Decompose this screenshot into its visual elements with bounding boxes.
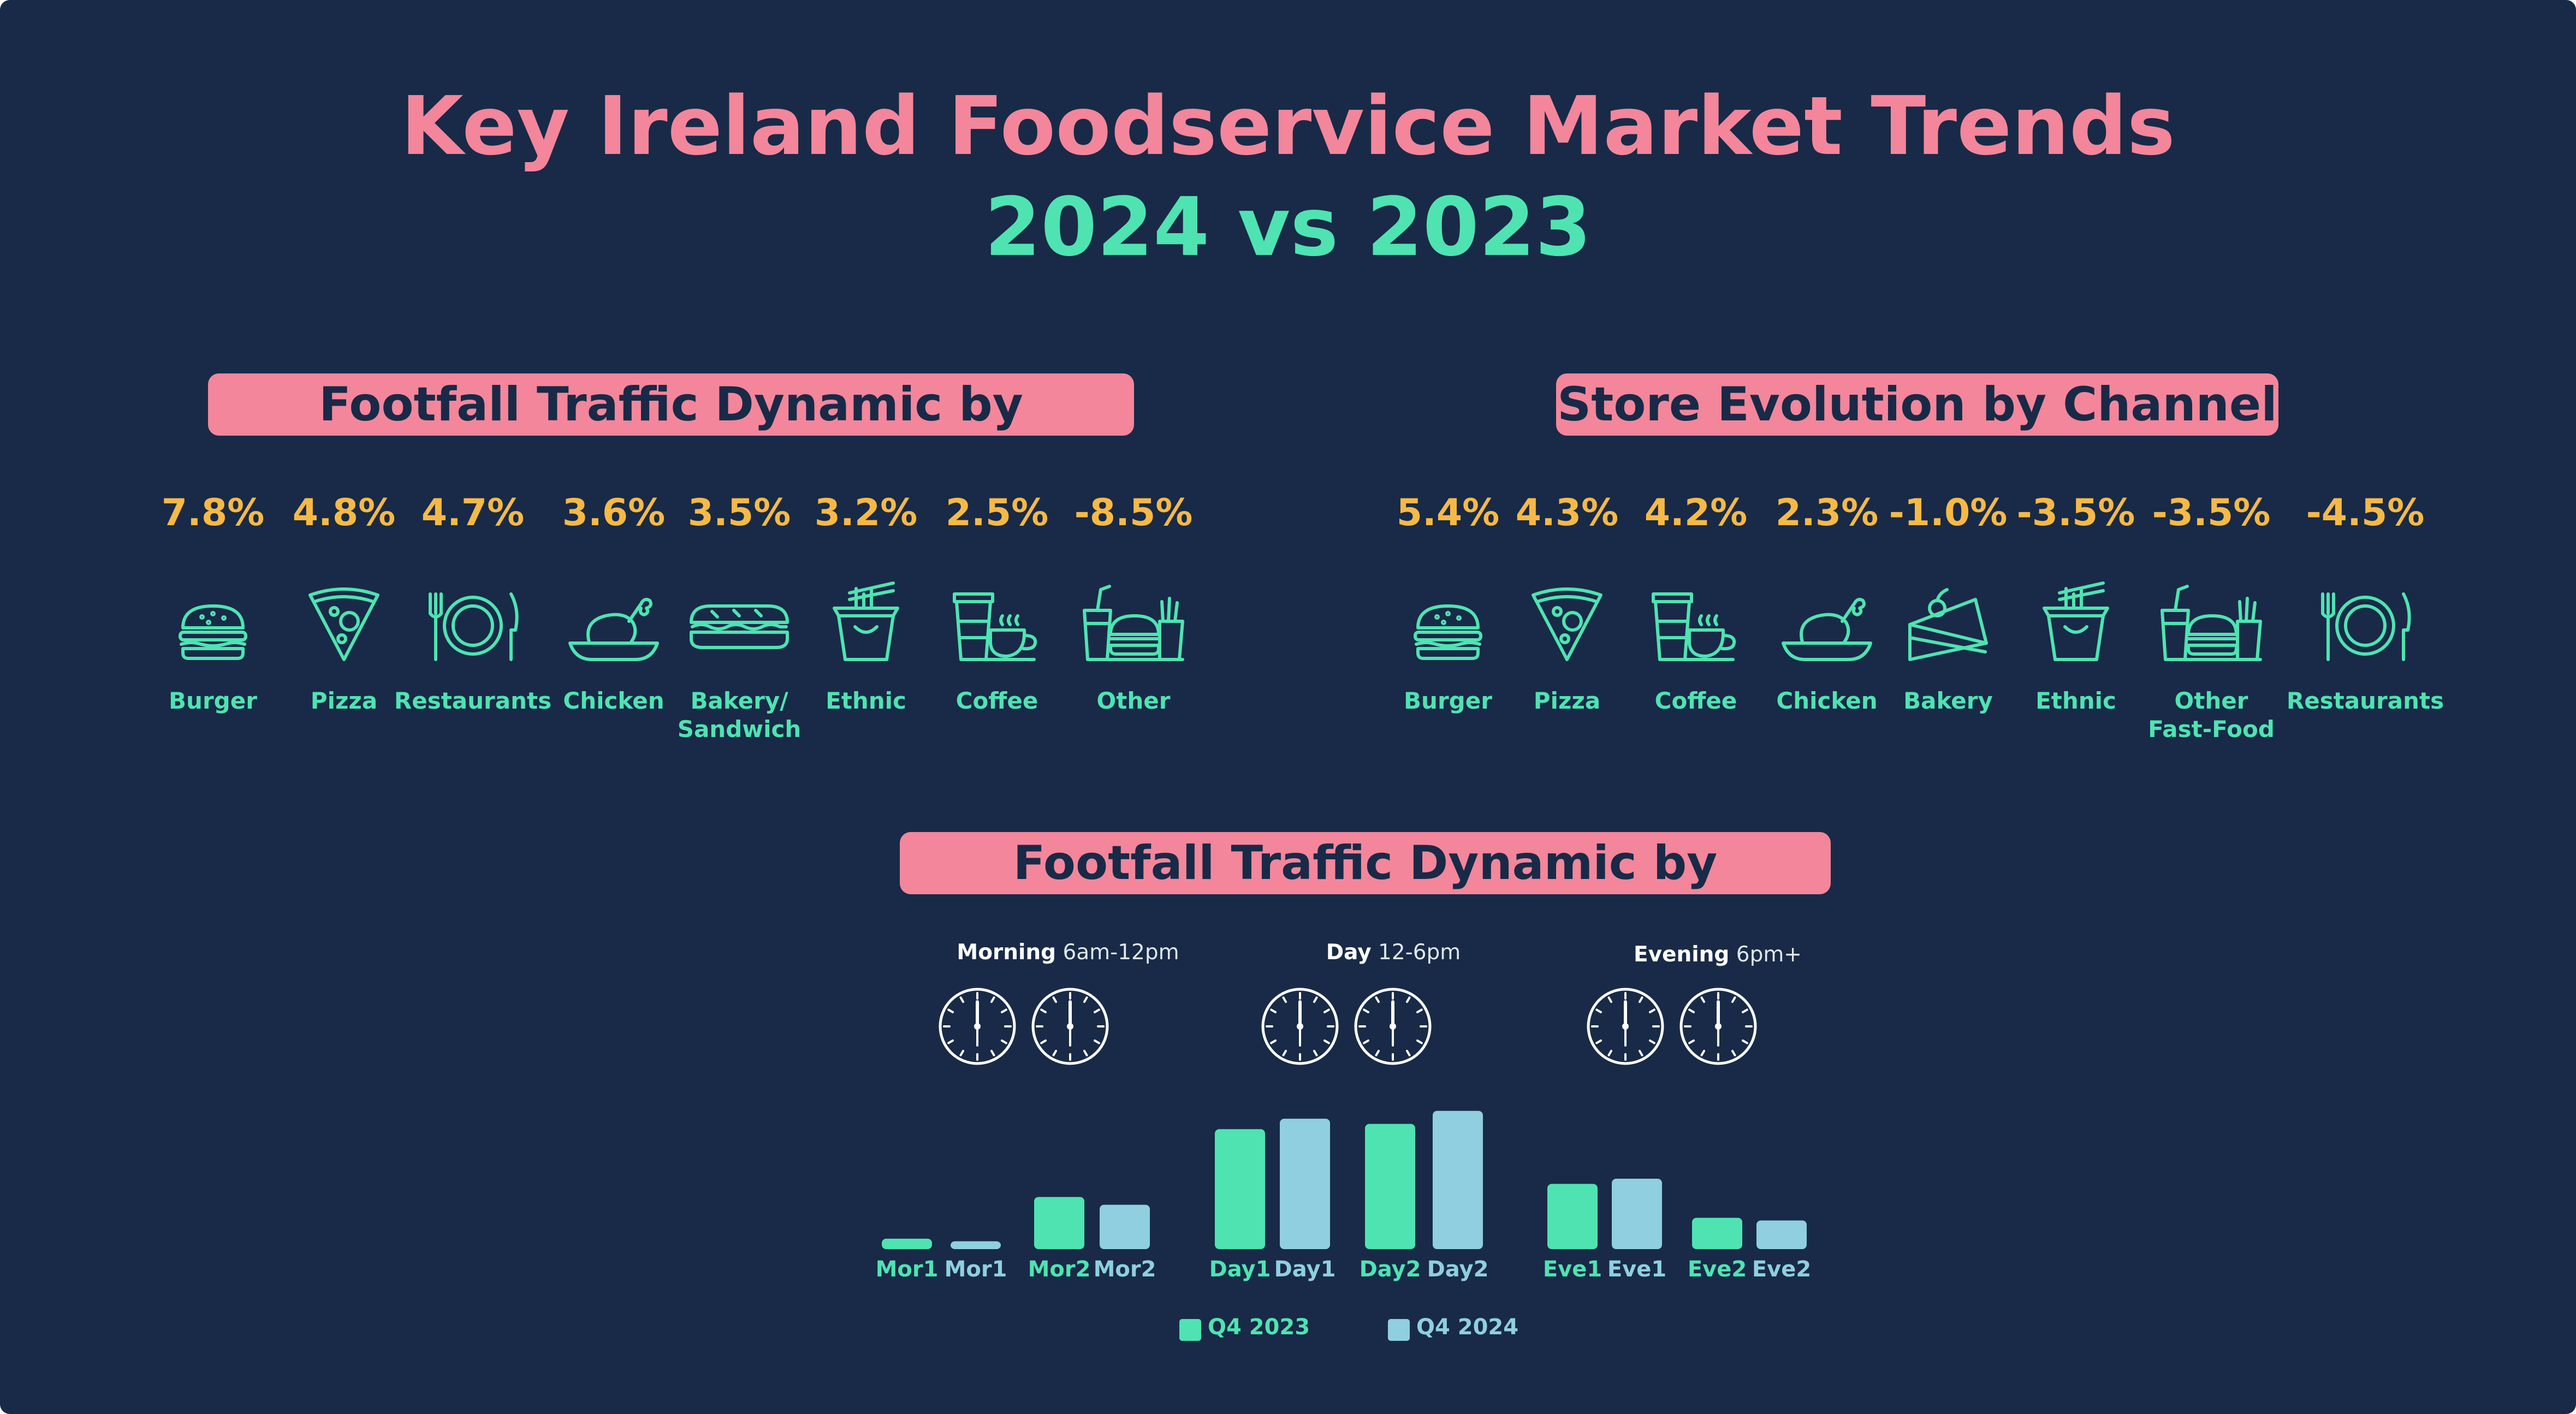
x-tick-label: Day1 [1274,1257,1336,1282]
x-tick-label: Day2 [1360,1257,1421,1282]
footfall-channel-label: Burger [169,687,257,714]
burger-icon [179,604,247,660]
store-evolution-value: 2.3% [1775,491,1879,534]
footfall-channel-label: Restaurants [394,687,552,714]
clock-icon [1677,985,1759,1067]
x-tick-label: Mor1 [876,1257,939,1282]
x-tick-label: Eve2 [1752,1257,1811,1282]
footfall-channel-value: 3.5% [687,491,791,534]
daypart-evening-range: 6pm+ [1736,942,1802,967]
bar-day2-q4-2023 [1365,1124,1415,1249]
footfall-channel-value: -8.5% [1074,491,1193,534]
footfall-channel-value: 2.5% [945,491,1049,534]
sandwich-icon [690,604,789,649]
noodles-icon [833,581,899,661]
daypart-day-name: Day [1326,940,1372,965]
cake-icon [1908,588,1988,661]
footfall-channel-label: Coffee [955,687,1038,714]
store-evolution-heading: Store Evolution by Channel [1556,373,2278,436]
daypart-day-header: Day 12-6pm [1257,940,1530,965]
bar-mor1-q4-2023 [882,1238,932,1249]
x-tick-label: Eve1 [1543,1257,1602,1282]
plate-cutlery-icon [429,592,519,661]
store-evolution-value: -3.5% [2152,491,2271,534]
x-tick-label: Mor1 [945,1257,1007,1282]
store-evolution-label: Burger [1404,687,1492,714]
page-title: Key Ireland Foodservice Market Trends [401,79,2175,173]
fastfood-icon [2160,585,2262,661]
footfall-channel-value: 4.7% [421,491,525,534]
noodles-icon [2043,581,2109,661]
pizza-icon [1532,587,1602,661]
store-evolution-value: 4.3% [1515,491,1619,534]
clock-icon [1259,985,1341,1067]
store-evolution-label: Ethnic [2035,687,2116,714]
page-subtitle: 2024 vs 2023 [984,180,1592,274]
daypart-morning-header: Morning 6am-12pm [931,940,1204,965]
x-tick-label: Eve2 [1688,1257,1747,1282]
clock-icon [1352,985,1434,1067]
clock-icon [936,985,1018,1067]
bar-eve2-q4-2023 [1692,1217,1742,1249]
store-evolution-label: Restaurants [2286,687,2444,714]
coffee-icon [1652,592,1736,661]
bar-eve2-q4-2024 [1756,1220,1807,1249]
bar-day1-q4-2024 [1280,1119,1330,1249]
daypart-day-range: 12-6pm [1378,940,1461,965]
daypart-evening-header: Evening 6pm+ [1581,942,1854,967]
store-evolution-label: Chicken [1776,687,1878,714]
footfall-channel-label: Chicken [563,687,664,714]
footfall-channel-value: 4.8% [292,491,396,534]
plate-cutlery-icon [2321,592,2411,661]
clock-icon [1584,985,1666,1067]
clock-icon [1029,985,1111,1067]
store-evolution-label: Bakery [1903,687,1993,714]
x-tick-label: Mor2 [1028,1257,1091,1282]
store-evolution-value: -4.5% [2306,491,2425,534]
bar-mor1-q4-2024 [951,1241,1001,1249]
coffee-icon [953,592,1037,661]
footfall-channel-label: Bakery/Sandwich [677,687,802,742]
bar-eve1-q4-2024 [1612,1179,1662,1249]
footfall-channel-heading: Footfall Traffic Dynamic by Channel [208,373,1134,494]
chicken-icon [568,598,659,661]
legend-swatch-q4-2023 [1179,1319,1201,1341]
footfall-channel-label: Pizza [310,687,378,714]
store-evolution-value: 5.4% [1396,491,1500,534]
bar-mor2-q4-2024 [1100,1204,1150,1249]
daypart-evening-name: Evening [1634,942,1730,967]
store-evolution-value: -1.0% [1889,491,2008,534]
footfall-channel-label: Ethnic [826,687,906,714]
x-tick-label: Day1 [1209,1257,1271,1282]
legend-swatch-q4-2024 [1388,1319,1410,1341]
footfall-channel-value: 7.8% [161,491,265,534]
x-tick-label: Mor2 [1094,1257,1156,1282]
x-tick-label: Day2 [1427,1257,1489,1282]
store-evolution-label: Coffee [1654,687,1737,714]
chicken-icon [1782,598,1872,661]
store-evolution-value: -3.5% [2016,491,2135,534]
x-tick-label: Eve1 [1607,1257,1666,1282]
legend-label-q4-2023: Q4 2023 [1208,1315,1310,1340]
bar-day2-q4-2024 [1433,1110,1483,1249]
store-evolution-label: Other Fast-Food [2148,687,2275,742]
store-evolution-value: 4.2% [1644,491,1748,534]
fastfood-icon [1083,585,1184,661]
store-evolution-label: Pizza [1533,687,1601,714]
bar-day1-q4-2023 [1215,1129,1265,1249]
burger-icon [1414,604,1482,660]
pizza-icon [308,587,379,661]
bar-eve1-q4-2023 [1547,1184,1598,1249]
footfall-channel-value: 3.6% [562,491,666,534]
footfall-channel-label: Other [1096,687,1171,714]
legend-label-q4-2024: Q4 2024 [1416,1315,1519,1340]
daypart-heading: Footfall Traffic Dynamic by Daypart [900,832,1831,953]
daypart-morning-range: 6am-12pm [1063,940,1179,965]
daypart-morning-name: Morning [957,940,1056,965]
bar-mor2-q4-2023 [1034,1197,1084,1249]
footfall-channel-value: 3.2% [814,491,918,534]
